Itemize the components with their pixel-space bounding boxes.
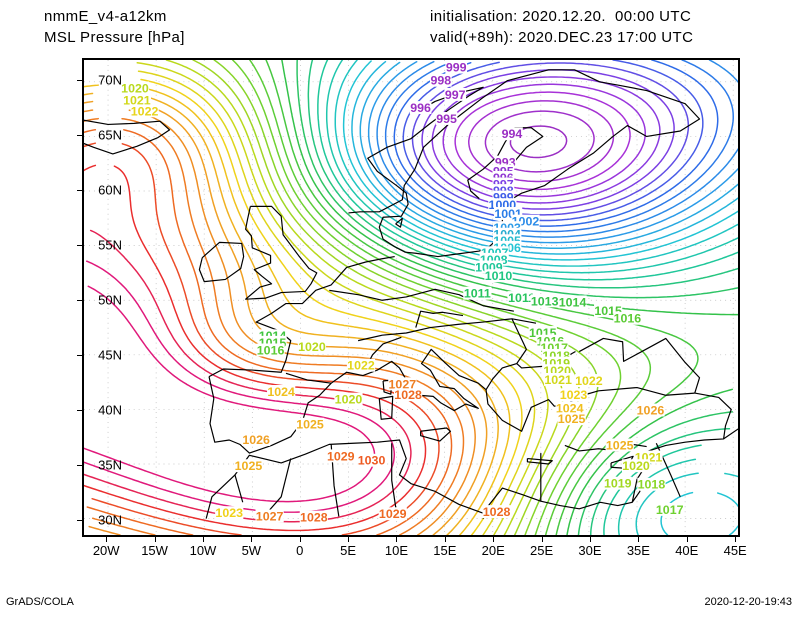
contour-label: 1018 [638,478,666,492]
contour-label: 1016 [257,343,285,357]
generated-timestamp-label: 2020-12-20-19:43 [704,596,792,608]
contour-label: 1014 [559,295,587,309]
y-axis-tick-40N: 40N [98,402,122,418]
x-tickmark [396,537,398,542]
contour-label: 1013 [531,294,559,308]
contour-label: 1022 [575,374,603,388]
x-axis-tick-20E: 20E [481,543,505,558]
contour-label: 1028 [483,505,511,519]
contour-label: 1010 [485,269,513,283]
contour-label: 1024 [267,385,295,399]
contour-label: 1021 [544,373,572,387]
y-axis-tick-55N: 55N [98,237,122,253]
contour-label: 997 [445,88,466,102]
contour-label: 996 [410,101,431,115]
initialisation-label: initialisation: 2020.12.20. 00:00 UTC [430,8,692,25]
y-tickmark [77,355,82,357]
contour-label: 1025 [606,438,634,452]
x-tickmark [299,537,301,542]
x-tickmark [444,537,446,542]
x-axis-tick-5W: 5W [241,543,262,558]
contour-label: 1029 [327,449,355,463]
x-axis-tick-35E: 35E [626,543,650,558]
contour-map-plot: 9999989979969959949939959969979989991000… [82,58,740,537]
valid-time-label: valid(+89h): 2020.DEC.23 17:00 UTC [430,29,694,46]
contour-label: 995 [436,112,457,126]
contour-label: 1029 [379,507,407,521]
x-axis-tick-0: 0 [296,543,304,558]
y-tickmark [77,410,82,412]
y-tickmark [77,135,82,137]
y-axis-tick-60N: 60N [98,182,122,198]
contour-label: 1022 [131,104,159,118]
contour-label: 1011 [508,291,535,305]
contour-label: 994 [502,127,523,141]
y-axis-tick-65N: 65N [98,127,122,143]
x-axis-tick-10W: 10W [189,543,217,558]
contour-label: 1011 [464,287,491,301]
contour-label: 1023 [215,506,243,520]
y-axis-tick-35N: 35N [98,457,122,473]
x-tickmark [541,537,543,542]
x-tickmark [154,537,156,542]
x-tickmark [638,537,640,542]
x-axis-tick-15E: 15E [433,543,457,558]
y-tickmark [77,245,82,247]
contour-label: 1021 [123,93,151,107]
y-tickmark [77,520,82,522]
field-name-label: MSL Pressure [hPa] [44,29,185,46]
x-tickmark [251,537,253,542]
contour-label: 1025 [558,412,586,426]
contour-label: 1022 [347,359,375,373]
contour-label: 1020 [335,393,363,407]
x-axis-tick-40E: 40E [675,543,699,558]
x-axis-tick-45E: 45E [723,543,747,558]
contour-label: 1027 [256,509,284,523]
contour-label: 1024 [556,401,584,415]
x-tickmark [493,537,495,542]
contour-label: 1020 [121,81,149,95]
contour-label: 1016 [614,312,642,326]
x-axis-tick-20W: 20W [92,543,120,558]
contour-label: 1026 [637,403,665,417]
x-axis-tick-30E: 30E [578,543,602,558]
x-tickmark [735,537,737,542]
contour-label: 1020 [622,459,650,473]
contour-label: 1023 [560,388,588,402]
contour-label: 1028 [300,511,328,525]
contour-label: 1017 [656,503,684,517]
model-name-label: nmmE_v4-a12km [44,8,167,25]
x-tickmark [106,537,108,542]
x-axis-tick-15W: 15W [141,543,168,558]
contour-label: 1027 [389,377,417,391]
y-axis-tick-50N: 50N [98,292,122,308]
contour-label: 1025 [296,418,324,432]
contour-label: 1020 [298,340,326,354]
x-tickmark [686,537,688,542]
y-axis-tick-70N: 70N [98,72,122,88]
y-tickmark [77,300,82,302]
map-canvas: 9999989979969959949939959969979989991000… [84,60,738,535]
attribution-label: GrADS/COLA [6,596,74,608]
y-tickmark [77,80,82,82]
x-axis-tick-10E: 10E [384,543,409,558]
x-axis-tick-5E: 5E [340,543,357,558]
contour-label: 1028 [394,388,422,402]
y-tickmark [77,465,82,467]
x-tickmark [590,537,591,542]
contour-label: 999 [446,61,467,75]
contour-label: 1019 [604,477,632,491]
contour-label: 1026 [242,433,270,447]
x-tickmark [202,537,204,542]
y-axis-tick-30N: 30N [98,512,122,528]
contour-label: 1025 [235,459,263,473]
contour-labels: 9999989979969959949939959969979989991000… [120,61,684,525]
x-axis-tick-25E: 25E [530,543,554,558]
y-tickmark [77,190,82,192]
x-tickmark [348,537,350,542]
y-axis-tick-45N: 45N [98,347,122,363]
contour-label: 1030 [358,454,386,468]
contour-label: 998 [430,74,451,88]
